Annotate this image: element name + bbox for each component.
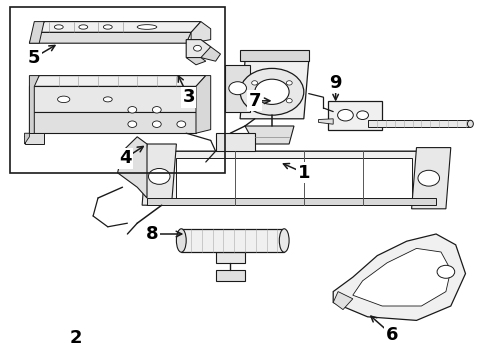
Circle shape <box>152 107 161 113</box>
Circle shape <box>128 121 137 127</box>
Polygon shape <box>240 61 309 119</box>
Text: 9: 9 <box>329 74 342 92</box>
Polygon shape <box>29 112 196 133</box>
Polygon shape <box>240 50 309 61</box>
Ellipse shape <box>58 96 70 103</box>
Polygon shape <box>216 270 245 281</box>
Polygon shape <box>216 252 245 263</box>
Polygon shape <box>29 32 191 43</box>
Polygon shape <box>333 234 466 320</box>
Text: 8: 8 <box>146 225 158 243</box>
Text: 5: 5 <box>28 49 41 67</box>
Polygon shape <box>29 22 44 43</box>
Polygon shape <box>24 133 29 144</box>
Polygon shape <box>34 22 201 32</box>
Polygon shape <box>186 58 206 65</box>
Ellipse shape <box>137 24 157 29</box>
Polygon shape <box>142 144 176 205</box>
Polygon shape <box>29 22 44 43</box>
Ellipse shape <box>176 229 186 252</box>
Polygon shape <box>216 133 255 151</box>
Circle shape <box>194 45 201 51</box>
Polygon shape <box>147 198 436 205</box>
Text: 7: 7 <box>248 92 261 110</box>
Polygon shape <box>196 76 211 133</box>
Circle shape <box>177 121 186 127</box>
Polygon shape <box>29 86 196 112</box>
Polygon shape <box>176 158 412 198</box>
Circle shape <box>229 82 246 95</box>
Circle shape <box>128 107 137 113</box>
Polygon shape <box>186 40 211 58</box>
Circle shape <box>437 265 455 278</box>
Polygon shape <box>333 292 353 310</box>
Text: 4: 4 <box>119 149 131 167</box>
Polygon shape <box>29 76 206 86</box>
Ellipse shape <box>103 97 112 102</box>
Ellipse shape <box>467 120 473 127</box>
Polygon shape <box>118 137 147 198</box>
Polygon shape <box>412 148 451 209</box>
Text: 3: 3 <box>182 88 195 106</box>
Polygon shape <box>245 126 294 144</box>
Polygon shape <box>147 151 441 205</box>
Text: 1: 1 <box>297 164 310 182</box>
Circle shape <box>338 109 353 121</box>
Ellipse shape <box>279 229 289 252</box>
Polygon shape <box>191 22 211 43</box>
Text: 2: 2 <box>70 329 82 347</box>
Circle shape <box>252 81 258 85</box>
Polygon shape <box>353 248 451 306</box>
Ellipse shape <box>103 25 112 29</box>
Polygon shape <box>318 119 333 124</box>
Circle shape <box>286 99 292 103</box>
Polygon shape <box>225 65 250 112</box>
Circle shape <box>148 168 170 184</box>
Bar <box>181 229 284 252</box>
Circle shape <box>357 111 368 120</box>
Circle shape <box>286 81 292 85</box>
Ellipse shape <box>54 25 63 29</box>
Text: 6: 6 <box>386 326 398 344</box>
Bar <box>368 120 470 127</box>
Bar <box>10 7 225 173</box>
Circle shape <box>418 170 440 186</box>
Circle shape <box>240 68 304 115</box>
Polygon shape <box>24 133 44 144</box>
Circle shape <box>255 79 289 104</box>
Polygon shape <box>328 101 382 130</box>
Circle shape <box>252 99 258 103</box>
Polygon shape <box>201 47 220 61</box>
Polygon shape <box>24 76 39 137</box>
Circle shape <box>152 121 161 127</box>
Ellipse shape <box>79 25 88 29</box>
